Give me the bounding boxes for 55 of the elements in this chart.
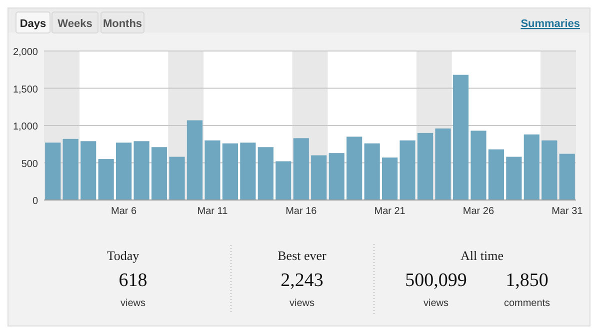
text: views	[120, 298, 146, 309]
bar	[364, 143, 380, 200]
bar	[293, 138, 309, 200]
bar	[417, 132, 434, 200]
bar	[400, 140, 416, 200]
y-tick-label: 2,000	[12, 47, 38, 58]
x-tick-label: Mar 31	[552, 206, 584, 217]
bar	[62, 138, 78, 200]
bar	[328, 153, 344, 200]
text: 618	[118, 270, 148, 291]
bar	[134, 141, 150, 200]
y-tick-label: 1,500	[12, 84, 38, 96]
bar	[470, 130, 486, 200]
bar	[240, 142, 256, 200]
bar	[116, 142, 132, 200]
bar	[258, 147, 274, 200]
y-tick-label: 500	[21, 158, 38, 170]
bar	[311, 155, 327, 200]
text: Summaries	[520, 18, 580, 30]
bar	[542, 140, 558, 200]
text: 1,850	[506, 270, 548, 291]
bar	[435, 128, 451, 200]
bar	[98, 159, 114, 200]
x-tick-label: Mar 26	[462, 206, 494, 217]
text: Today	[106, 248, 140, 263]
y-tick-label: 1,000	[12, 122, 38, 132]
text: Weeks	[58, 18, 92, 30]
text: 2,243	[280, 270, 324, 291]
text: comments	[504, 298, 550, 309]
bar	[186, 120, 203, 200]
bar	[382, 158, 398, 200]
bar	[80, 141, 96, 200]
text: Days	[20, 18, 46, 30]
bar	[506, 156, 522, 200]
text: views	[423, 298, 449, 309]
text: All time	[460, 248, 504, 263]
bar	[151, 147, 168, 200]
bar	[524, 134, 540, 200]
text: 500,099	[405, 270, 467, 291]
bar	[346, 136, 362, 200]
bar	[45, 142, 61, 200]
y-tick-label: 0	[32, 196, 38, 207]
text: views	[289, 298, 315, 309]
x-tick-label: Mar 6	[111, 206, 138, 217]
x-tick-label: Mar 11	[197, 206, 228, 217]
bar	[169, 156, 185, 200]
bar	[204, 140, 220, 200]
text: Months	[102, 18, 142, 30]
x-tick-label: Mar 21	[374, 206, 406, 217]
bar	[276, 161, 292, 200]
x-tick-label: Mar 16	[286, 206, 318, 217]
text: Best ever	[278, 248, 328, 263]
bar	[559, 154, 575, 200]
bar	[222, 143, 238, 200]
bar	[488, 149, 504, 200]
